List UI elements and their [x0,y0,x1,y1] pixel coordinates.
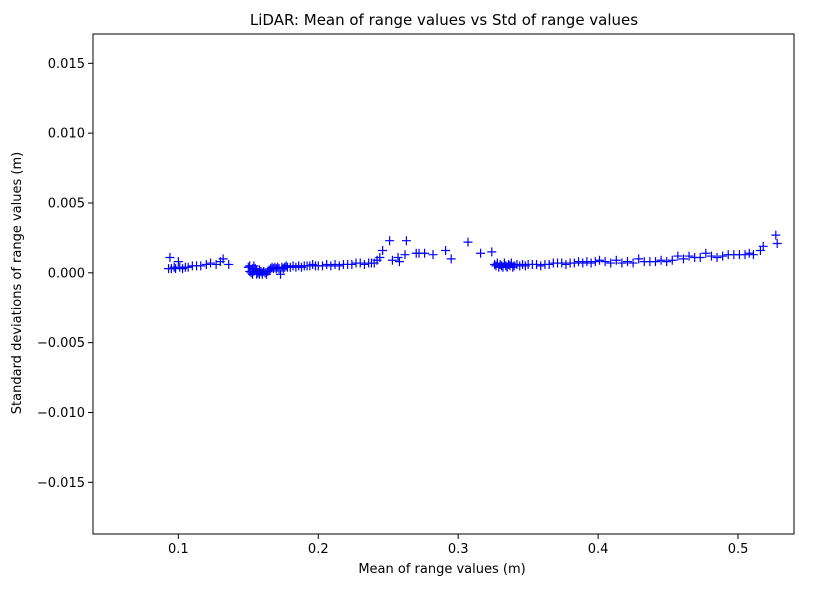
data-point [355,258,365,268]
y-axis-ticks: −0.015 −0.010 −0.005 0.000 0.005 0.010 0.015 [37,57,93,491]
data-point [243,262,253,272]
y-axis-label: Standard deviations of range values (m) [10,152,25,414]
data-point [173,257,183,267]
data-point [206,258,216,268]
data-point [582,257,592,267]
data-point [622,257,632,267]
data-point [487,247,497,257]
data-point [385,236,395,246]
y-tick-label: −0.015 [37,476,85,491]
data-point [441,245,451,255]
data-point [712,252,722,262]
x-tick-label: 0.3 [448,542,469,557]
data-point [359,259,369,269]
data-point [463,237,473,247]
data-point [617,258,627,268]
x-tick-label: 0.4 [588,542,609,557]
data-points [164,230,782,279]
y-tick-label: −0.010 [37,406,85,421]
data-point [684,251,694,261]
y-tick-label: −0.005 [37,336,85,351]
data-point [275,269,285,279]
data-point [590,257,600,267]
data-point [667,255,677,265]
data-point [628,258,638,268]
data-point [740,250,750,260]
data-point [748,250,758,260]
x-tick-label: 0.1 [168,542,189,557]
data-point [532,259,542,269]
data-point [561,259,571,269]
data-point [420,248,430,258]
data-point [326,261,336,271]
data-point [330,259,340,269]
y-tick-label: 0.015 [48,57,85,72]
data-point [701,248,711,258]
plot-area-frame [92,33,795,535]
data-point [428,250,438,260]
data-point [673,251,683,261]
y-tick-label: 0.000 [48,266,85,281]
data-point [536,261,546,271]
data-point [317,261,327,271]
data-point [650,257,660,267]
data-point [393,252,403,262]
data-point [218,254,228,264]
data-point [695,252,705,262]
data-point [401,236,411,246]
data-point [569,258,579,268]
data-point [634,254,644,264]
data-point [578,258,588,268]
data-point [322,259,332,269]
data-point [758,241,768,251]
data-point [706,251,716,261]
data-point [201,259,211,269]
data-point [574,257,584,267]
data-point [595,255,605,265]
x-tick-label: 0.5 [728,542,749,557]
data-point [394,257,404,267]
data-point [678,254,688,264]
data-point [400,250,410,260]
data-point [611,255,621,265]
data-point [165,252,175,262]
data-point [586,258,596,268]
data-point [662,257,672,267]
data-point [378,245,388,255]
data-point [183,262,193,272]
data-point [606,258,616,268]
data-point [600,257,610,267]
data-point [656,255,666,265]
data-point [347,259,357,269]
data-point [744,248,754,258]
y-tick-label: 0.010 [48,127,85,142]
x-axis-label: Mean of range values (m) [358,562,525,577]
x-axis-ticks: 0.1 0.2 0.3 0.4 0.5 [168,534,748,557]
data-point [557,258,567,268]
data-point [771,230,781,240]
data-point [224,259,234,269]
data-point [196,261,206,271]
data-point [387,255,397,265]
data-point [476,248,486,258]
data-point [772,238,782,248]
x-tick-label: 0.2 [308,542,329,557]
data-point [334,261,344,271]
data-point [375,252,385,262]
y-tick-label: 0.005 [48,196,85,211]
data-point [544,259,554,269]
chart-title: LiDAR: Mean of range values vs Std of ra… [250,11,638,29]
data-point [446,254,456,264]
data-point [718,251,728,261]
